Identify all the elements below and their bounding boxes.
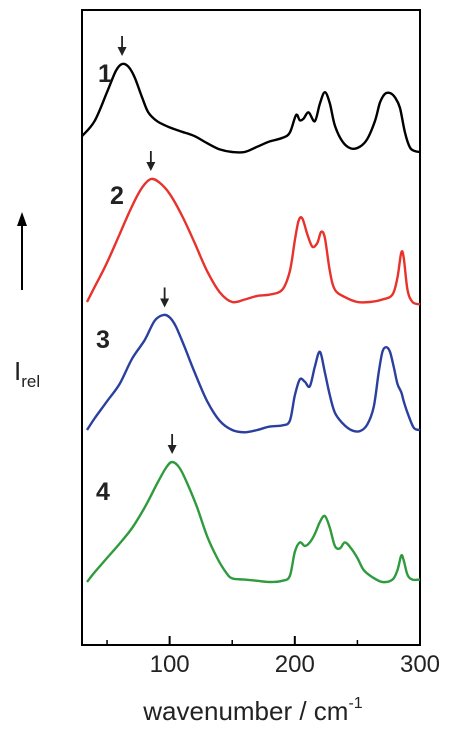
peak-markers xyxy=(117,36,177,454)
series-line-3 xyxy=(86,313,421,434)
series-label-4: 4 xyxy=(96,478,110,506)
plot-area-border xyxy=(81,9,421,646)
series-line-1 xyxy=(81,62,421,154)
y-axis-label-subscript: rel xyxy=(21,372,40,391)
x-tick-label: 100 xyxy=(150,651,190,678)
x-tick-label: 300 xyxy=(400,651,440,678)
svg-text:wavenumber / cm-1: wavenumber / cm-1 xyxy=(142,695,363,726)
peak-marker-arrow-icon xyxy=(167,445,177,454)
series-label-1: 1 xyxy=(98,60,112,88)
y-axis-title: Irel xyxy=(14,212,40,391)
peak-marker-arrow-icon xyxy=(160,298,170,308)
x-axis-label-superscript: -1 xyxy=(348,695,362,712)
x-axis-title: wavenumber / cm-1 xyxy=(142,695,363,726)
series-label-3: 3 xyxy=(96,326,110,354)
y-axis-arrow-icon xyxy=(17,212,27,226)
svg-text:Irel: Irel xyxy=(14,356,40,391)
series-label-2: 2 xyxy=(110,182,124,210)
series-line-2 xyxy=(85,177,421,306)
x-axis-label: wavenumber / cm xyxy=(142,696,348,726)
plot-frame xyxy=(81,9,421,646)
y-axis-label: I xyxy=(14,356,21,386)
series-layer xyxy=(81,62,421,584)
x-tick-label: 200 xyxy=(275,651,315,678)
peak-marker-arrow-icon xyxy=(117,47,127,56)
series-line-4 xyxy=(86,460,421,584)
x-axis-ticks: 100 200 300 xyxy=(106,636,440,678)
series-labels: 1 2 3 4 xyxy=(96,60,124,506)
peak-marker-arrow-icon xyxy=(146,162,156,171)
